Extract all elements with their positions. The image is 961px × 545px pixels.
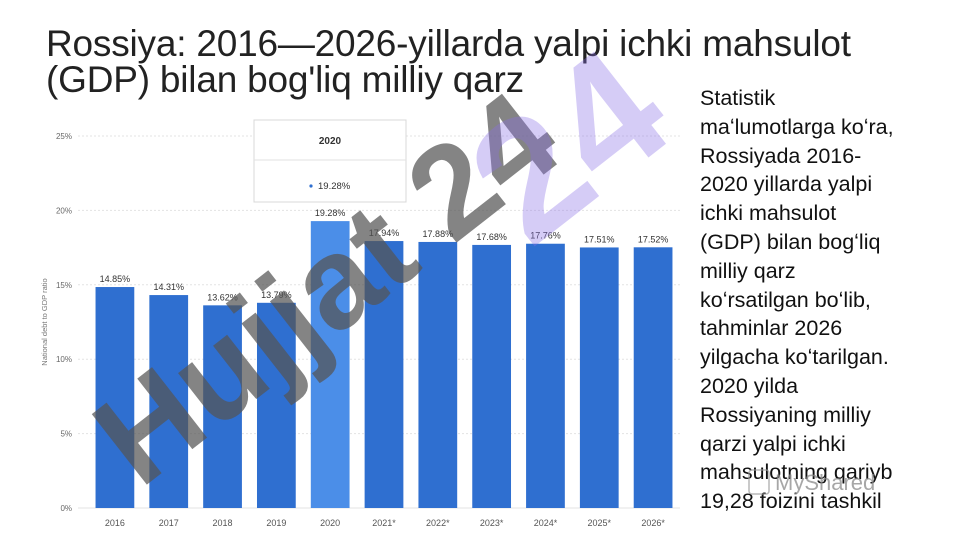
bar-2023-est[interactable] [472,244,512,508]
y-tick-label: 20% [56,206,72,215]
bar-2019[interactable] [256,302,296,508]
side-text-line: 2020 yillarda yalpi [700,172,873,197]
side-text-line: maʻlumotlarga koʻra, [700,114,894,139]
side-text-line: (GDP) bilan bogʻliq [700,229,881,254]
x-tick-label: 2017 [159,518,179,528]
side-text-line: mahsulotning qariyb [700,460,893,485]
bar-2024-est[interactable] [526,243,565,508]
side-text-line: 19,28 foizini tashkil [700,489,882,514]
bar-2018[interactable] [203,305,242,508]
tooltip: 2020 19.28% [253,119,407,203]
national-debt-bar-chart: 0% 5% 10% 15% 20% 25% National debt to GDP rat… [40,119,680,528]
x-tick-label: 2022* [426,518,450,528]
x-tick-label: 2016 [105,518,125,528]
bar-2025-est[interactable] [579,247,619,508]
bar-value-label: 17.76% [530,231,561,241]
bar-value-label: 17.51% [584,234,615,244]
x-tick-label: 2018 [213,518,233,528]
side-text-line: qarzi yalpi ichki [700,431,846,456]
x-tick-label: 2025* [588,518,612,528]
bar-value-label: 14.85% [100,274,131,284]
y-tick-label: 10% [56,355,72,364]
tooltip-value: 19.28% [318,181,351,192]
side-text: Statistik maʻlumotlarga koʻra, Rossiyada 2… [700,84,950,516]
x-tick-label: 2019 [266,518,286,528]
bar-value-label: 13.62% [207,292,238,302]
bar-value-label: 13.79% [261,290,292,300]
x-tick-label: 2020 [320,518,340,528]
y-tick-label: 25% [56,132,72,141]
side-text-line: Statistik [700,86,776,110]
bar-value-label: 17.88% [423,229,454,239]
bar-value-label: 17.94% [369,228,400,238]
x-tick-label: 2023* [480,518,504,528]
tooltip-bullet-icon [309,184,313,188]
side-text-line: Rossiyada 2016- [700,143,862,168]
y-tick-label: 5% [60,430,72,439]
chart-area: 0% 5% 10% 15% 20% 25% National debt to GDP rat… [0,100,690,540]
side-text-line: 2020 yilda [700,373,799,398]
slide-title: Rossiya: 2016—2026-yillarda yalpi ichki … [46,23,851,100]
bar-2020[interactable] [310,221,350,509]
bar-value-label: 17.68% [476,232,507,242]
bar-value-label: 19.28% [315,208,346,218]
bar-2026-est[interactable] [633,247,673,508]
side-text-line: Rossiyaning milliy [700,402,871,427]
bar-2017[interactable] [149,295,189,508]
side-text-line: ichki mahsulot [700,201,837,226]
side-text-line: yilgacha koʻtarilgan. [700,345,889,370]
tooltip-title: 2020 [319,136,342,147]
y-tick-label: 15% [56,281,72,290]
bar-2016[interactable] [95,287,135,508]
side-text-line: milliy qarz [700,258,796,283]
side-text-line: koʻrsatilgan boʻlib, [700,287,871,312]
y-axis-label: National debt to GDP ratio [40,278,49,365]
x-tick-label: 2024* [534,518,558,528]
bar-2022-est[interactable] [418,241,458,508]
side-text-line: tahminlar 2026 [700,316,843,341]
bar-2021-est[interactable] [364,241,404,508]
y-tick-label: 0% [60,504,72,513]
tooltip-box [253,119,407,203]
bar-value-label: 17.52% [638,234,669,244]
x-tick-label: 2026* [641,518,665,528]
bar-value-label: 14.31% [153,282,184,292]
x-tick-label: 2021* [372,518,396,528]
